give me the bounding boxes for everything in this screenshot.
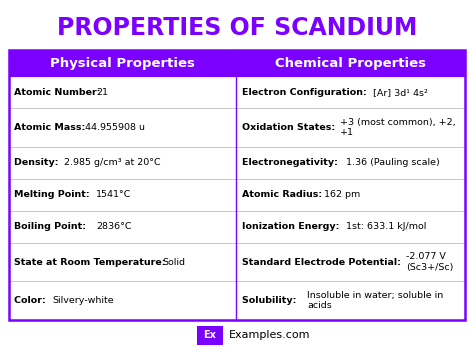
Text: Electron Configuration:: Electron Configuration: <box>242 88 370 97</box>
Text: Chemical Properties: Chemical Properties <box>275 56 426 70</box>
Text: Oxidation States:: Oxidation States: <box>242 123 338 132</box>
Text: Electronegativity:: Electronegativity: <box>242 158 341 167</box>
Text: 162 pm: 162 pm <box>324 190 360 199</box>
Text: Solubility:: Solubility: <box>242 296 300 305</box>
Text: -2.077 V
(Sc3+/Sc): -2.077 V (Sc3+/Sc) <box>406 252 454 272</box>
Text: Density:: Density: <box>14 158 62 167</box>
Text: Physical Properties: Physical Properties <box>50 56 195 70</box>
Text: Examples.com: Examples.com <box>228 331 310 340</box>
Text: 2.985 g/cm³ at 20°C: 2.985 g/cm³ at 20°C <box>64 158 160 167</box>
Text: 44.955908 u: 44.955908 u <box>85 123 146 132</box>
Text: Standard Electrode Potential:: Standard Electrode Potential: <box>242 258 404 267</box>
Text: 1st: 633.1 kJ/mol: 1st: 633.1 kJ/mol <box>346 222 426 231</box>
Text: 1541°C: 1541°C <box>96 190 132 199</box>
Text: PROPERTIES OF SCANDIUM: PROPERTIES OF SCANDIUM <box>57 16 417 40</box>
Text: Solid: Solid <box>162 258 185 267</box>
Text: Color:: Color: <box>14 296 49 305</box>
Text: State at Room Temperature:: State at Room Temperature: <box>14 258 169 267</box>
Text: Boiling Point:: Boiling Point: <box>14 222 90 231</box>
Text: 2836°C: 2836°C <box>96 222 132 231</box>
Text: Ex: Ex <box>203 331 216 340</box>
Text: Silvery-white: Silvery-white <box>53 296 114 305</box>
Text: 1.36 (Pauling scale): 1.36 (Pauling scale) <box>346 158 439 167</box>
Text: [Ar] 3d¹ 4s²: [Ar] 3d¹ 4s² <box>373 88 428 97</box>
Text: Atomic Number:: Atomic Number: <box>14 88 104 97</box>
Text: Ionization Energy:: Ionization Energy: <box>242 222 342 231</box>
Text: Insoluble in water; soluble in
acids: Insoluble in water; soluble in acids <box>308 291 444 310</box>
Text: Atomic Radius:: Atomic Radius: <box>242 190 325 199</box>
Text: 21: 21 <box>96 88 109 97</box>
Text: Atomic Mass:: Atomic Mass: <box>14 123 89 132</box>
Text: +3 (most common), +2,
+1: +3 (most common), +2, +1 <box>340 118 456 137</box>
Text: Melting Point:: Melting Point: <box>14 190 93 199</box>
